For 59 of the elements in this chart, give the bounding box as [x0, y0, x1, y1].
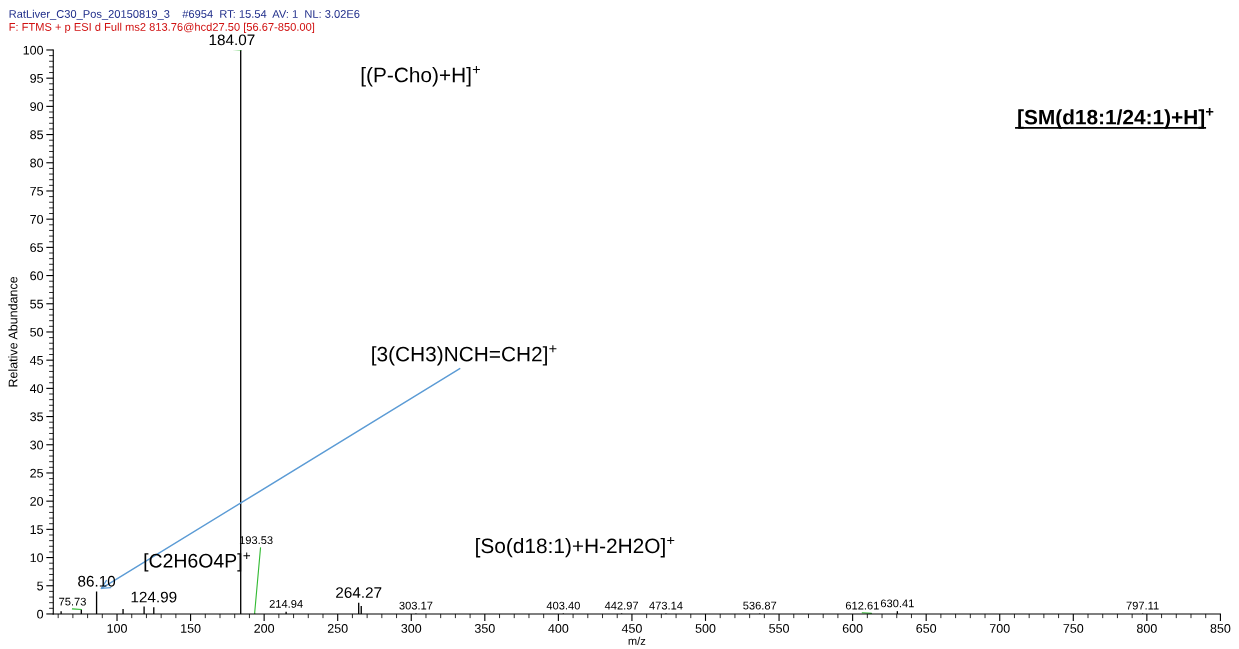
x-tick-label: 800 — [1136, 624, 1157, 633]
y-tick-label: 25 — [30, 468, 44, 478]
annotation: 303.17 — [399, 601, 433, 610]
x-tick-label: 500 — [695, 624, 716, 633]
y-tick-label: 5 — [37, 581, 44, 591]
x-tick-label: 200 — [254, 624, 275, 633]
chart-subtitle: F: FTMS + p ESI d Full ms2 813.76@hcd27.50 [56.67-850.00] — [9, 22, 315, 34]
x-tick-label: 400 — [548, 624, 569, 633]
annotation: [3(CH3)NCH=CH2]$^{+}$ — [372, 345, 557, 366]
y-tick-label: 100 — [23, 45, 44, 55]
x-tick-label: 150 — [181, 624, 201, 633]
x-tick-label: 700 — [989, 624, 1010, 633]
y-tick-label: 30 — [30, 440, 44, 450]
annotation: [(P-Cho)+H]$^{+}$ — [361, 66, 480, 87]
annotation: 214.94 — [269, 599, 303, 608]
annotation: 442.97 — [604, 601, 639, 610]
x-tick-label: 350 — [474, 624, 495, 633]
annotation: 536.87 — [743, 601, 777, 610]
annotation: 264.27 — [336, 587, 382, 598]
annotation: 184.07 — [209, 34, 255, 46]
annotation: 403.40 — [546, 601, 580, 610]
annotation: [So(d18:1)+H-2H2O]$^{+}$ — [476, 536, 675, 558]
y-tick-label: 60 — [30, 271, 44, 281]
x-tick-label: 850 — [1210, 624, 1231, 633]
annotation: 86.10 — [78, 575, 116, 587]
y-tick-label: 75 — [30, 186, 44, 196]
y-tick-label: 20 — [30, 496, 44, 506]
y-tick-label: 90 — [30, 102, 44, 112]
y-tick-label: 0 — [37, 609, 44, 619]
y-tick-label: 65 — [30, 243, 44, 253]
y-tick-label: 70 — [30, 214, 44, 224]
x-tick-label: 750 — [1063, 624, 1084, 633]
annotation: 124.99 — [131, 591, 177, 603]
y-tick-label: 35 — [30, 412, 44, 422]
y-tick-label: 50 — [30, 327, 44, 337]
annotation: 612.61 — [845, 601, 879, 610]
y-axis-title: Relative Abundance — [8, 276, 18, 387]
annotation: 630.41 — [880, 599, 914, 608]
x-tick-label: 100 — [107, 624, 127, 633]
y-tick-label: 80 — [30, 158, 44, 168]
y-tick-label: 55 — [30, 299, 44, 309]
annotation: 473.14 — [649, 601, 683, 610]
x-tick-label: 300 — [401, 624, 422, 633]
y-tick-label: 85 — [30, 130, 44, 140]
y-tick-label: 10 — [30, 553, 44, 563]
x-tick-label: 650 — [916, 624, 937, 633]
chart-title: RatLiver_C30_Pos_20150819_3 #6954 RT: 15.54 AV: 1 NL: 3.02E6 — [9, 9, 360, 20]
x-tick-label: 250 — [327, 624, 348, 633]
y-tick-label: 45 — [29, 356, 44, 365]
annotation: 797.11 — [1126, 601, 1159, 610]
y-tick-label: 95 — [30, 73, 44, 83]
y-tick-label: 40 — [29, 384, 44, 394]
annotation: [SM(d18:1/24:1)+H]$^{+}$ — [1018, 108, 1214, 129]
x-tick-label: 600 — [842, 624, 863, 633]
annotation: 75.73 — [59, 597, 86, 606]
x-tick-label: 550 — [769, 624, 789, 633]
y-tick-label: 15 — [30, 525, 44, 535]
x-tick-label: 450 — [621, 624, 642, 633]
x-axis-title: m/z — [628, 636, 646, 645]
